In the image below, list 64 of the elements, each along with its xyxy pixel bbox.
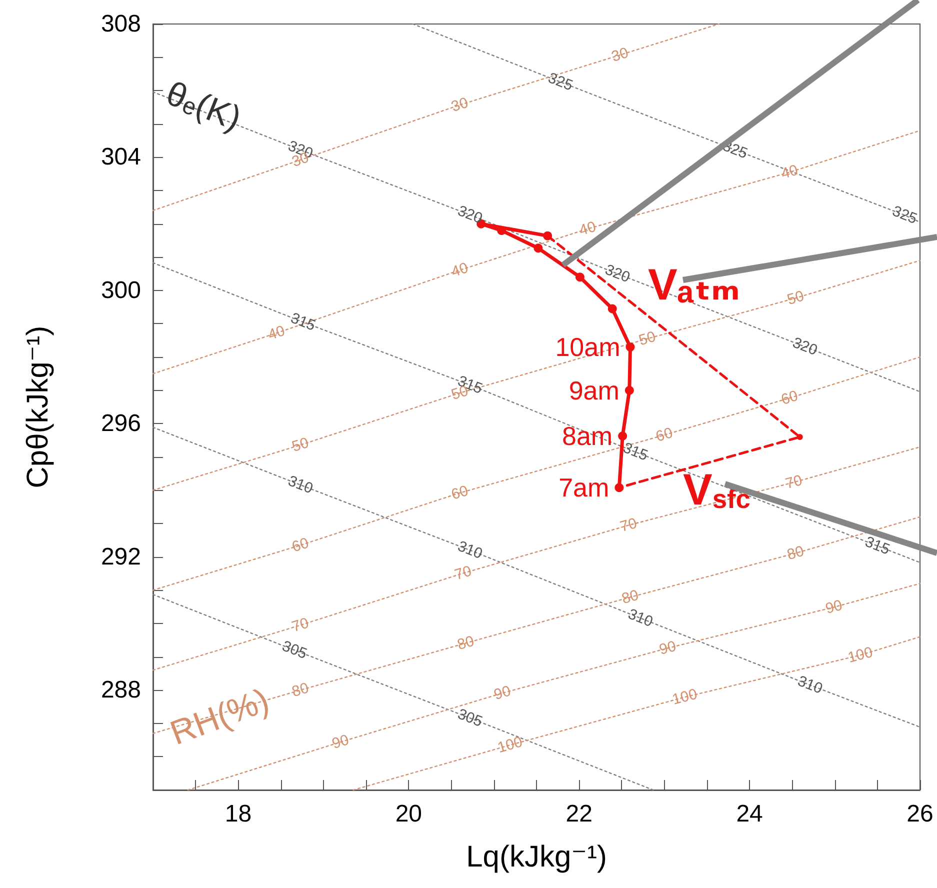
annotation: 80 <box>455 632 476 654</box>
annotation: 50 <box>785 288 806 309</box>
annotation: 60 <box>654 424 675 446</box>
y-tick-label: 304 <box>100 144 141 171</box>
point <box>608 304 617 314</box>
annotation: 310 <box>795 672 825 698</box>
y-tick-label: 296 <box>100 410 141 438</box>
annotation: 310 <box>626 606 656 631</box>
annotation: 320 <box>602 261 632 286</box>
point <box>796 434 803 440</box>
y-tick-label: 300 <box>100 276 141 304</box>
x-tick-label: 22 <box>566 800 592 828</box>
annotation: 100 <box>496 733 524 757</box>
annotation: 315 <box>862 533 892 558</box>
annotation: 315 <box>288 310 318 335</box>
annotation: 320 <box>455 202 485 228</box>
annotation: 7am <box>558 472 610 503</box>
annotation: 30 <box>449 94 470 116</box>
y-tick-label: 292 <box>100 543 141 570</box>
annotation: 9am <box>568 375 620 406</box>
point <box>575 272 584 282</box>
x-tick-label: 26 <box>906 800 934 828</box>
y-tick-label: 308 <box>100 10 141 38</box>
text: θₑ(K) <box>160 74 246 138</box>
annotation: 310 <box>455 538 485 563</box>
x-axis-title: Lq(kJkg⁻¹) <box>466 840 607 874</box>
x-tick-label: 20 <box>395 800 422 828</box>
annotation: 8am <box>562 420 613 451</box>
annotation: 50 <box>290 434 311 456</box>
point <box>626 342 635 352</box>
annotation: Vsfc <box>683 466 751 514</box>
point <box>618 431 628 440</box>
annotation: 40 <box>449 259 470 281</box>
y-tick-label: 288 <box>100 676 141 704</box>
annotation: 325 <box>546 69 576 94</box>
annotation: 70 <box>618 514 639 536</box>
annotation: 60 <box>779 387 800 409</box>
annotation: 10am <box>555 332 620 362</box>
x-tick-label: 24 <box>736 800 763 828</box>
annotation: 305 <box>280 638 310 663</box>
annotation: 80 <box>620 586 641 608</box>
annotation: 100 <box>670 686 700 708</box>
y-axis-title: Cpθ(kJkg⁻¹) <box>22 326 54 488</box>
annotation: 310 <box>286 472 316 498</box>
annotation: 80 <box>785 542 806 564</box>
annotation: Vₐₜₘ <box>648 260 740 310</box>
x-tick-label: 18 <box>224 800 252 828</box>
annotation: 40 <box>266 322 288 344</box>
annotation: 305 <box>455 706 485 731</box>
text: RH(%) <box>165 681 274 753</box>
point <box>497 226 506 235</box>
annotation: 315 <box>620 439 650 464</box>
point <box>624 386 634 395</box>
annotation: 70 <box>784 472 804 493</box>
annotation: 60 <box>290 534 311 556</box>
annotation: 100 <box>846 644 875 666</box>
annotation: 90 <box>824 596 844 618</box>
annotation: 325 <box>890 202 920 228</box>
annotation: 50 <box>636 328 658 350</box>
annotation: 90 <box>658 638 678 658</box>
annotation: 60 <box>449 482 470 504</box>
point <box>534 244 543 253</box>
annotation: 320 <box>790 334 820 360</box>
annotation: 30 <box>610 44 631 66</box>
